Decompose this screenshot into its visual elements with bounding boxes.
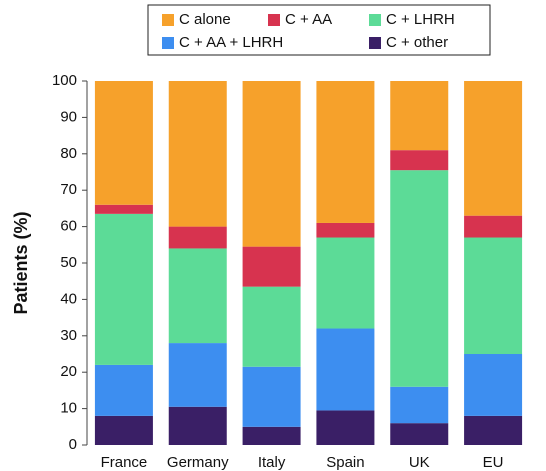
y-tick-label: 70 [60,181,77,198]
y-tick-label: 90 [60,108,77,125]
y-tick-label: 10 [60,400,77,417]
y-tick-label: 30 [60,327,77,344]
y-tick-label: 50 [60,254,77,271]
bar-segment [94,364,153,416]
bar-segment [242,246,301,287]
bar-segment [464,415,523,445]
bar-segment [168,343,227,407]
bar-segment [316,222,375,238]
bar-segment [390,423,449,445]
y-tick-label: 80 [60,145,77,162]
bar-segment [464,354,523,416]
x-tick-label: Spain [326,454,364,471]
legend-swatch [162,14,174,26]
x-tick-label: Germany [167,454,229,471]
y-tick-label: 60 [60,218,77,235]
bar-segment [390,81,449,151]
bar-segment [94,213,153,365]
bar-segment [94,81,153,205]
x-tick-label: UK [409,454,430,471]
y-tick-label: 100 [52,72,77,89]
bar-segment [168,81,227,227]
legend-swatch [268,14,280,26]
bar-segment [168,406,227,445]
legend-label: C + AA + LHRH [179,34,283,51]
y-tick-label: 20 [60,363,77,380]
bar-segment [464,237,523,354]
legend-swatch [369,14,381,26]
y-tick-label: 0 [69,436,77,453]
bar-segment [168,226,227,249]
x-tick-label: Italy [258,454,286,471]
legend-swatch [369,37,381,49]
legend-label: C + other [386,34,448,51]
bar-segment [242,81,301,247]
bar-segment [390,386,449,424]
y-tick-label: 40 [60,290,77,307]
bar-segment [316,328,375,411]
legend-label: C + AA [285,11,332,28]
bar-segment [464,215,523,238]
bar-segment [242,366,301,427]
legend-swatch [162,37,174,49]
bar-segment [94,415,153,445]
legend-label: C alone [179,11,231,28]
x-tick-label: EU [483,454,504,471]
bar-segment [94,204,153,214]
legend-box [147,4,491,56]
y-axis-title: Patients (%) [11,211,31,314]
bar-segment [464,81,523,216]
x-tick-label: France [101,454,148,471]
bar-segment [242,286,301,367]
bar-segment [168,248,227,344]
bar-segment [242,426,301,445]
bar-segment [316,81,375,223]
bar-segment [390,150,449,171]
legend-label: C + LHRH [386,11,455,28]
bar-segment [390,170,449,387]
bar-segment [316,410,375,445]
bar-segment [316,237,375,329]
